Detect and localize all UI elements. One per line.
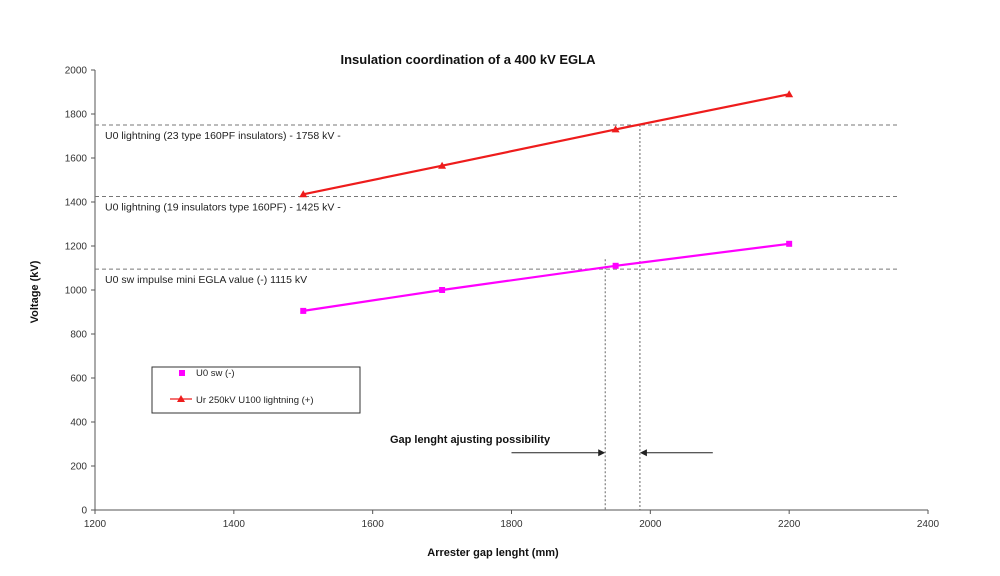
data-point-series-1 — [438, 161, 447, 169]
x-axis-label: Arrester gap lenght (mm) — [427, 547, 559, 559]
x-tick-label: 1400 — [223, 519, 246, 530]
y-tick-label: 2000 — [65, 66, 88, 77]
x-tick-label: 2400 — [917, 519, 940, 530]
y-tick-label: 1400 — [65, 198, 88, 209]
legend-marker-u0-sw — [179, 370, 185, 376]
series-layer — [299, 90, 794, 314]
x-tick-label: 1600 — [362, 519, 385, 530]
data-point-series-1 — [611, 125, 620, 133]
annotations: Gap lenght ajusting possibility — [390, 434, 713, 457]
data-point-series-0 — [612, 262, 619, 269]
x-tick-label: 1200 — [84, 519, 107, 530]
y-tick-label: 1800 — [65, 110, 88, 121]
reference-line-label-2: U0 sw impulse mini EGLA value (-) 1115 k… — [105, 274, 307, 286]
reference-line-label-1: U0 lightning (19 insulators type 160PF) … — [105, 202, 341, 214]
y-tick-label: 1200 — [65, 242, 88, 253]
y-tick-label: 200 — [70, 462, 87, 473]
legend-label-u0-sw: U0 sw (-) — [196, 368, 235, 379]
reference-lines: U0 lightning (23 type 160PF insulators) … — [95, 124, 900, 510]
reference-line-label-0: U0 lightning (23 type 160PF insulators) … — [105, 130, 341, 142]
x-tick-label: 2000 — [639, 519, 662, 530]
legend: U0 sw (-) Ur 250kV U100 lightning (+) — [151, 366, 361, 414]
chart-title: Insulation coordination of a 400 kV EGLA — [341, 52, 597, 67]
data-point-series-0 — [786, 240, 793, 247]
data-point-series-1 — [785, 90, 794, 98]
x-tick-label: 2200 — [778, 519, 801, 530]
y-tick-label: 1600 — [65, 154, 88, 165]
data-point-series-0 — [300, 307, 307, 314]
y-tick-label: 0 — [81, 506, 87, 517]
data-point-series-0 — [439, 287, 446, 293]
legend-box — [151, 366, 361, 414]
y-tick-label: 600 — [70, 374, 87, 385]
data-point-series-1 — [299, 190, 308, 198]
y-tick-label: 400 — [70, 418, 87, 429]
series-line-1 — [303, 93, 790, 196]
x-tick-label: 1800 — [500, 519, 523, 530]
gap-arrow-right-head — [639, 449, 647, 457]
series-line-0 — [303, 242, 790, 312]
gap-annotation-label: Gap lenght ajusting possibility — [390, 434, 551, 446]
legend-marker-ur-lightning — [177, 395, 185, 402]
gap-arrow-left-head — [598, 449, 606, 457]
legend-label-ur-lightning: Ur 250kV U100 lightning (+) — [196, 395, 314, 406]
y-tick-label: 800 — [70, 330, 87, 341]
axes: 0 200 400 600 800 1000 1200 1400 1600 1800 2000 120… — [65, 66, 940, 531]
y-axis-label: Voltage (kV) — [29, 260, 41, 323]
y-tick-label: 1000 — [65, 286, 88, 297]
